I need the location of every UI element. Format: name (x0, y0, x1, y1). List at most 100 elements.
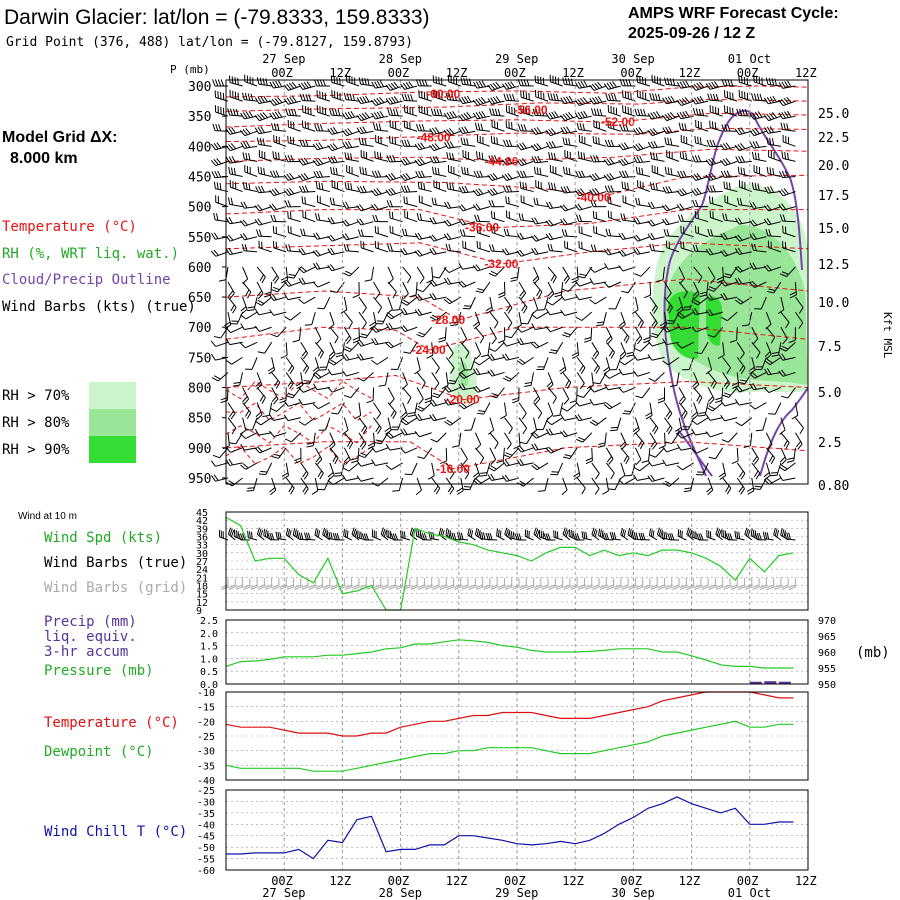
cross-section-wind-barb (343, 387, 360, 399)
cross-section-wind-barb (622, 105, 636, 117)
temperature-contour (225, 209, 808, 229)
cross-section-wind-barb (707, 387, 715, 405)
cross-section-wind-barb (294, 447, 302, 464)
cross-section-wind-barb (481, 342, 491, 358)
cross-section-wind-barb (311, 477, 319, 495)
wind-barb-grid (446, 578, 455, 590)
cross-section-wind-barb (795, 296, 804, 314)
cross-section-wind-barb (604, 262, 621, 270)
cross-section-wind-barb (429, 292, 447, 301)
cross-section-wind-barb (735, 417, 753, 427)
cross-section-wind-barb (283, 187, 301, 196)
cross-section-wind-barb (343, 447, 351, 465)
cross-section-wind-barb (239, 341, 258, 349)
cross-section-wind-barb (518, 417, 528, 435)
legend-rh80-swatch (89, 409, 136, 436)
cross-section-wind-barb (343, 243, 359, 253)
cross-section-wind-barb (516, 158, 534, 167)
cross-section-wind-barb (782, 134, 796, 147)
precip-bar (778, 681, 791, 684)
cross-section-wind-barb (516, 356, 534, 366)
cross-section-wind-barb (387, 108, 403, 117)
rh80-region-west (459, 361, 469, 387)
cross-section-wind-barb (698, 402, 709, 417)
cross-section-wind-barb (447, 165, 461, 177)
cross-section-wind-barb (316, 195, 331, 208)
cross-section-wind-barb (240, 296, 248, 315)
cross-section-wind-barb (258, 462, 273, 476)
cross-section-wind-barb (225, 356, 243, 365)
cross-section-wind-barb (429, 217, 447, 225)
cross-section-wind-barb (283, 96, 301, 105)
wind-barb-grid (395, 578, 404, 590)
cross-section-wind-barb (358, 296, 367, 314)
cross-section-wind-barb (779, 266, 796, 277)
cross-section-wind-barb (578, 134, 592, 147)
cross-section-wind-barb (429, 127, 447, 135)
cross-section-wind-barb (230, 311, 244, 325)
cross-section-wind-barb (763, 112, 782, 122)
cross-section-wind-barb (269, 477, 277, 496)
cross-section-wind-barb (530, 431, 549, 439)
wind-barb-grid (272, 578, 280, 590)
cross-section-wind-barb (461, 166, 476, 177)
cross-section-wind-barb (242, 402, 252, 419)
cross-section-wind-barb (414, 357, 421, 375)
cross-section-wind-barb (763, 218, 782, 226)
cross-section-wind-barb (519, 181, 534, 193)
cross-section-wind-barb (720, 170, 738, 178)
wind-barb-true (734, 530, 745, 541)
cross-section-wind-barb (516, 337, 534, 346)
cross-section-wind-barb (371, 170, 389, 178)
bottom-time-tick: 00Z (620, 874, 642, 888)
cross-section-wind-barb (576, 122, 592, 132)
cross-section-wind-barb (691, 417, 709, 425)
cross-section-wind-barb (239, 417, 247, 435)
cross-section-wind-barb (312, 232, 330, 240)
cross-section-wind-barb (487, 353, 505, 361)
wind-barb-grid (424, 578, 433, 590)
cross-section-wind-barb (254, 417, 272, 426)
cross-section-wind-barb (721, 124, 738, 132)
cross-section-wind-barb (257, 166, 272, 177)
cross-section-wind-barb (399, 447, 418, 454)
cross-section-wind-barb (301, 120, 316, 132)
cross-section-wind-barb (576, 432, 593, 443)
cross-section-wind-barb (504, 432, 512, 450)
cross-section-wind-barb (475, 281, 491, 294)
cross-section-wind-barb (306, 432, 316, 448)
cross-section-wind-barb (560, 218, 578, 226)
cross-section-wind-barb (505, 105, 520, 117)
cross-section-wind-barb (547, 92, 563, 102)
cross-section-wind-barb (458, 185, 476, 194)
cross-section-wind-barb (229, 180, 243, 193)
cross-section-wind-barb (403, 196, 418, 208)
wind-barb-true (428, 531, 440, 541)
top-time-tick: 12Z (446, 66, 468, 80)
wind-barb-true (773, 527, 782, 541)
cross-section-wind-barb (545, 232, 563, 241)
cross-section-wind-barb (416, 372, 426, 389)
cross-section-wind-barb (518, 281, 527, 299)
cross-section-wind-barb (298, 386, 316, 393)
cross-section-wind-barb (657, 387, 666, 404)
cross-section-wind-barb (560, 95, 578, 105)
cross-section-wind-barb (734, 277, 752, 285)
cross-section-wind-barb (763, 204, 782, 212)
cross-section-wind-barb (240, 323, 258, 331)
wind-barb-true (602, 532, 614, 541)
cross-section-wind-barb (445, 357, 455, 374)
cross-section-wind-barb (618, 311, 626, 330)
cross-section-wind-barb (647, 140, 665, 149)
cross-section-wind-barb (591, 462, 600, 480)
cross-section-wind-barb (677, 214, 694, 223)
wind-barb-grid (723, 578, 731, 590)
cross-section-wind-barb (691, 447, 709, 454)
cross-section-wind-barb (765, 432, 773, 450)
bottom-date-label: 27 Sep (262, 886, 305, 900)
cross-section-wind-barb (218, 266, 229, 282)
cross-section-wind-barb (354, 402, 362, 420)
cross-section-wind-barb (518, 213, 534, 223)
cross-section-wind-barb (547, 243, 563, 253)
cross-section-wind-barb (574, 80, 592, 89)
